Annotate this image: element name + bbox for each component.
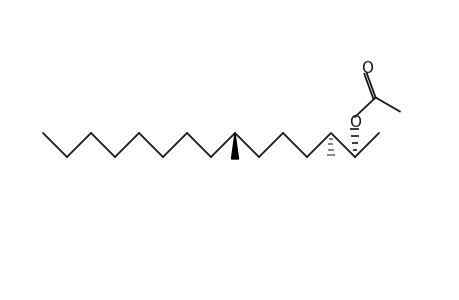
Text: O: O: [360, 61, 372, 76]
Polygon shape: [231, 133, 238, 159]
Text: O: O: [348, 115, 360, 130]
